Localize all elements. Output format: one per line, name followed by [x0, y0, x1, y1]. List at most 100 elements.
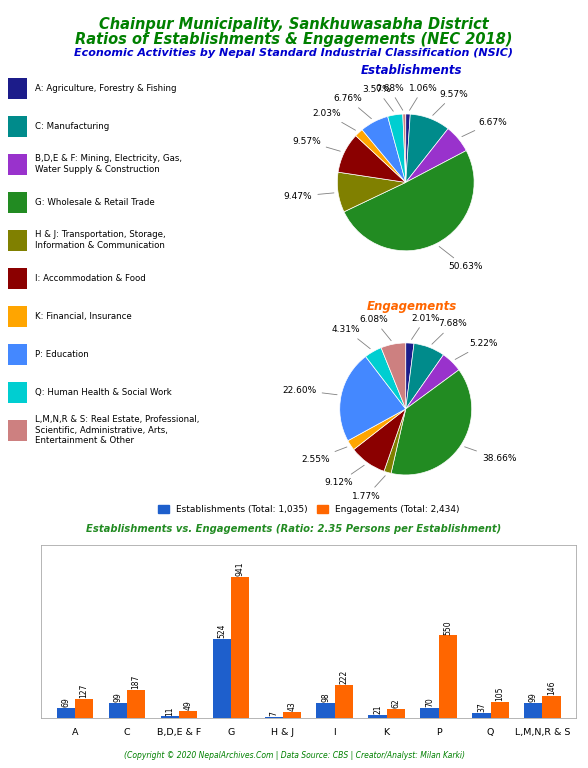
Text: 99: 99 — [529, 693, 538, 702]
Text: Engagements: Engagements — [366, 300, 457, 313]
Text: 222: 222 — [339, 670, 348, 684]
Text: 38.66%: 38.66% — [465, 447, 516, 463]
Text: H & J: Transportation, Storage,
Information & Communication: H & J: Transportation, Storage, Informat… — [35, 230, 166, 250]
Wedge shape — [340, 356, 406, 441]
Bar — [543, 696, 560, 718]
Wedge shape — [403, 114, 406, 183]
FancyBboxPatch shape — [8, 116, 28, 137]
Bar — [127, 690, 145, 718]
Wedge shape — [338, 136, 406, 183]
Text: 21: 21 — [373, 704, 382, 714]
Text: 2.01%: 2.01% — [412, 313, 440, 339]
Text: 5.22%: 5.22% — [455, 339, 498, 359]
Text: Ratios of Establishments & Engagements (NEC 2018): Ratios of Establishments & Engagements (… — [75, 32, 513, 48]
Bar — [369, 715, 387, 718]
Bar — [57, 708, 75, 718]
FancyBboxPatch shape — [8, 192, 28, 213]
Text: 50.63%: 50.63% — [439, 247, 483, 271]
Legend: Establishments (Total: 1,035), Engagements (Total: 2,434): Establishments (Total: 1,035), Engagemen… — [155, 502, 463, 518]
Bar — [75, 699, 93, 718]
Text: 9.47%: 9.47% — [284, 192, 334, 200]
Text: 49: 49 — [183, 700, 192, 710]
Wedge shape — [348, 409, 406, 449]
Wedge shape — [366, 348, 406, 409]
Text: K: Financial, Insurance: K: Financial, Insurance — [35, 312, 132, 321]
Text: 43: 43 — [288, 701, 296, 710]
FancyBboxPatch shape — [8, 382, 28, 403]
Text: 70: 70 — [425, 697, 434, 707]
Text: L,M,N,R & S: Real Estate, Professional,
Scientific, Administrative, Arts,
Entert: L,M,N,R & S: Real Estate, Professional, … — [35, 415, 199, 445]
Text: Chainpur Municipality, Sankhuwasabha District: Chainpur Municipality, Sankhuwasabha Dis… — [99, 17, 489, 32]
Text: 7.68%: 7.68% — [432, 319, 467, 344]
Text: B,D,E & F: Mining, Electricity, Gas,
Water Supply & Construction: B,D,E & F: Mining, Electricity, Gas, Wat… — [35, 154, 182, 174]
Wedge shape — [384, 409, 406, 473]
Wedge shape — [362, 117, 406, 183]
Text: Establishments: Establishments — [361, 64, 462, 77]
Text: 22.60%: 22.60% — [282, 386, 337, 395]
Wedge shape — [406, 343, 443, 409]
Wedge shape — [406, 114, 448, 183]
Text: 99: 99 — [113, 693, 122, 702]
Bar — [420, 707, 439, 718]
Wedge shape — [406, 355, 459, 409]
Text: I: Accommodation & Food: I: Accommodation & Food — [35, 273, 146, 283]
FancyBboxPatch shape — [8, 78, 28, 99]
FancyBboxPatch shape — [8, 154, 28, 175]
Text: 146: 146 — [547, 680, 556, 695]
Text: 11: 11 — [165, 706, 174, 716]
Text: 7: 7 — [269, 711, 278, 716]
Wedge shape — [387, 114, 406, 183]
Text: 105: 105 — [495, 687, 504, 701]
Text: 9.57%: 9.57% — [433, 90, 469, 115]
Text: 62: 62 — [391, 698, 400, 708]
Bar — [213, 639, 230, 718]
Text: Establishments vs. Engagements (Ratio: 2.35 Persons per Establishment): Establishments vs. Engagements (Ratio: 2… — [86, 524, 502, 534]
Wedge shape — [406, 114, 410, 183]
Text: 3.57%: 3.57% — [362, 84, 393, 111]
Bar — [109, 703, 127, 718]
Text: 2.55%: 2.55% — [301, 447, 347, 464]
Bar — [439, 635, 457, 718]
Text: 6.76%: 6.76% — [333, 94, 372, 119]
Text: 6.08%: 6.08% — [360, 315, 391, 341]
Bar — [335, 685, 353, 718]
Bar — [472, 713, 490, 718]
Bar — [179, 710, 197, 718]
Text: 941: 941 — [235, 561, 245, 576]
Text: 1.06%: 1.06% — [409, 84, 437, 111]
Text: C: Manufacturing: C: Manufacturing — [35, 121, 109, 131]
Wedge shape — [338, 172, 406, 212]
Bar — [283, 712, 301, 718]
FancyBboxPatch shape — [8, 268, 28, 289]
Text: 6.67%: 6.67% — [462, 118, 507, 137]
Wedge shape — [406, 343, 414, 409]
Bar — [490, 702, 509, 718]
Text: 0.68%: 0.68% — [375, 84, 404, 111]
Text: 98: 98 — [321, 693, 330, 703]
Text: 1.77%: 1.77% — [352, 475, 385, 501]
FancyBboxPatch shape — [8, 420, 28, 441]
Wedge shape — [356, 130, 406, 183]
Text: 187: 187 — [132, 675, 141, 689]
FancyBboxPatch shape — [8, 230, 28, 251]
Text: 524: 524 — [217, 624, 226, 638]
Bar — [316, 703, 335, 718]
Text: 69: 69 — [61, 697, 71, 707]
Bar — [230, 577, 249, 718]
Text: 550: 550 — [443, 620, 452, 634]
FancyBboxPatch shape — [8, 306, 28, 327]
Bar — [161, 717, 179, 718]
Text: 9.57%: 9.57% — [292, 137, 340, 151]
Bar — [524, 703, 543, 718]
Text: 4.31%: 4.31% — [332, 326, 370, 349]
Bar — [387, 709, 405, 718]
Wedge shape — [353, 409, 406, 472]
Text: P: Education: P: Education — [35, 349, 89, 359]
Text: (Copyright © 2020 NepalArchives.Com | Data Source: CBS | Creator/Analyst: Milan : (Copyright © 2020 NepalArchives.Com | Da… — [123, 751, 465, 760]
Wedge shape — [391, 370, 472, 475]
Text: 127: 127 — [79, 684, 89, 698]
Wedge shape — [344, 151, 474, 251]
Bar — [265, 717, 283, 718]
Text: G: Wholesale & Retail Trade: G: Wholesale & Retail Trade — [35, 197, 155, 207]
Text: A: Agriculture, Forestry & Fishing: A: Agriculture, Forestry & Fishing — [35, 84, 176, 93]
